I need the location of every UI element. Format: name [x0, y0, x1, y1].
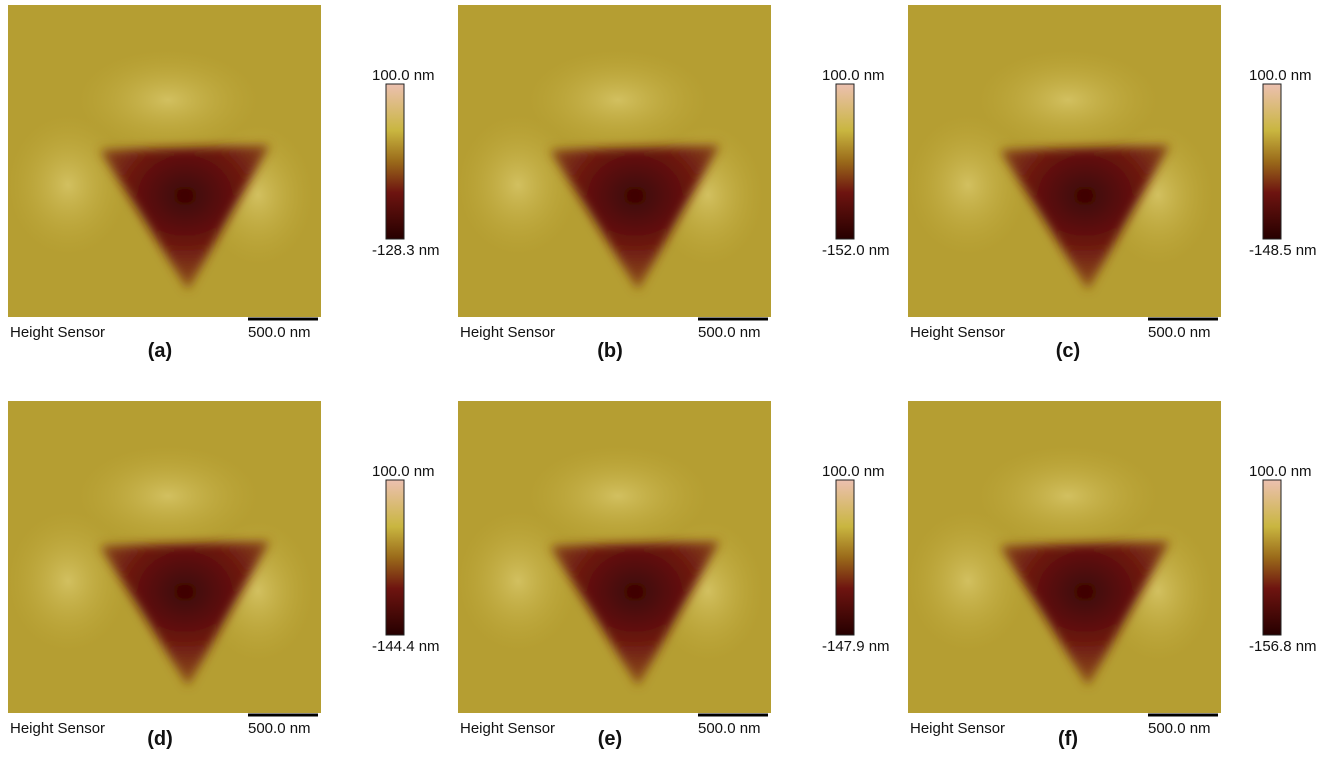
- colorbar-max: 100.0 nm: [822, 67, 885, 84]
- scale-bar-label: 500.0 nm: [248, 720, 311, 737]
- sensor-label: Height Sensor: [910, 720, 1005, 737]
- afm-image: [8, 5, 321, 317]
- panel: 100.0 nm -147.9 nm Height Sensor 500.0 nm (e…: [458, 401, 890, 750]
- panel-label: (d): [147, 728, 173, 750]
- bump: [8, 115, 128, 255]
- colorbar-min: -144.4 nm: [372, 638, 440, 655]
- afm-image: [8, 401, 321, 713]
- sensor-label: Height Sensor: [910, 324, 1005, 341]
- bump: [528, 446, 708, 546]
- colorbar: [385, 83, 405, 240]
- colorbar-max: 100.0 nm: [1249, 67, 1312, 84]
- bump: [458, 115, 578, 255]
- bump: [78, 50, 258, 150]
- colorbar: [1262, 83, 1282, 240]
- sensor-label: Height Sensor: [10, 324, 105, 341]
- colorbar: [385, 479, 405, 636]
- bump: [528, 50, 708, 150]
- indent: [550, 541, 720, 686]
- panel: 100.0 nm -156.8 nm Height Sensor 500.0 nm (f…: [908, 401, 1317, 750]
- indent: [1000, 541, 1170, 686]
- panel: 100.0 nm -144.4 nm Height Sensor 500.0 nm (d…: [8, 401, 440, 750]
- colorbar-min: -147.9 nm: [822, 638, 890, 655]
- panel-label: (e): [598, 728, 622, 750]
- afm-image: [908, 5, 1221, 317]
- bump: [978, 50, 1158, 150]
- panel: 100.0 nm -152.0 nm Height Sensor 500.0 nm (b…: [458, 5, 890, 362]
- bump: [8, 511, 128, 651]
- bump: [458, 511, 578, 651]
- sensor-label: Height Sensor: [460, 720, 555, 737]
- colorbar-min: -148.5 nm: [1249, 242, 1317, 259]
- panel: 100.0 nm -128.3 nm Height Sensor 500.0 nm (a…: [8, 5, 440, 362]
- colorbar-min: -152.0 nm: [822, 242, 890, 259]
- scale-bar-label: 500.0 nm: [1148, 324, 1211, 341]
- scale-bar-label: 500.0 nm: [698, 720, 761, 737]
- afm-image: [458, 5, 771, 317]
- indent: [100, 541, 270, 686]
- bump: [78, 446, 258, 546]
- colorbar: [1262, 479, 1282, 636]
- scale-bar-label: 500.0 nm: [698, 324, 761, 341]
- bump: [908, 511, 1028, 651]
- panel-label: (f): [1058, 728, 1078, 750]
- panel-label: (b): [597, 340, 623, 362]
- colorbar-max: 100.0 nm: [372, 463, 435, 480]
- colorbar-max: 100.0 nm: [372, 67, 435, 84]
- colorbar: [835, 83, 855, 240]
- afm-image: [908, 401, 1221, 713]
- panels: 100.0 nm -128.3 nm Height Sensor 500.0 nm (a…: [8, 5, 1317, 750]
- sensor-label: Height Sensor: [460, 324, 555, 341]
- colorbar-max: 100.0 nm: [822, 463, 885, 480]
- indent: [550, 145, 720, 290]
- indent: [100, 145, 270, 290]
- scale-bar-label: 500.0 nm: [1148, 720, 1211, 737]
- colorbar-min: -156.8 nm: [1249, 638, 1317, 655]
- afm-image: [458, 401, 771, 713]
- scale-bar-label: 500.0 nm: [248, 324, 311, 341]
- sensor-label: Height Sensor: [10, 720, 105, 737]
- bump: [978, 446, 1158, 546]
- panel-label: (c): [1056, 340, 1080, 362]
- colorbar: [835, 479, 855, 636]
- bump: [908, 115, 1028, 255]
- colorbar-min: -128.3 nm: [372, 242, 440, 259]
- panel-label: (a): [148, 340, 172, 362]
- colorbar-max: 100.0 nm: [1249, 463, 1312, 480]
- indent: [1000, 145, 1170, 290]
- panel: 100.0 nm -148.5 nm Height Sensor 500.0 nm (c…: [908, 5, 1317, 362]
